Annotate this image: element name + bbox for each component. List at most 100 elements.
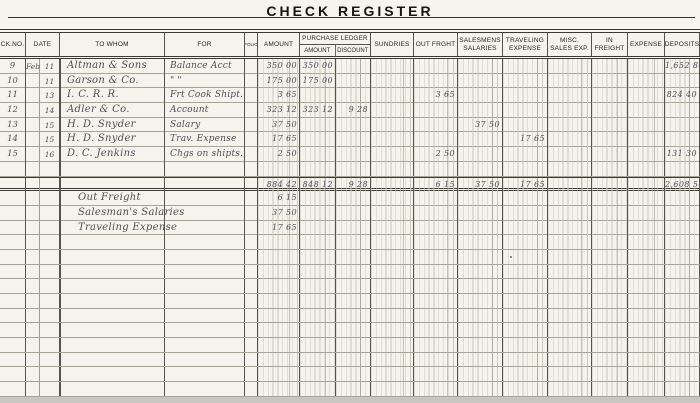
cell-ck-no (0, 249, 26, 264)
cell-amount (258, 235, 300, 249)
cell-pl-amount: 350 00 (300, 59, 336, 74)
check-register-table: CK.NO. DATE TO WHOM FOR FOLIO AMOUNT PUR… (0, 29, 700, 397)
cell-expense (628, 235, 665, 249)
cell-misc-sales-exp (548, 177, 592, 193)
cell-traveling-expense: 17 65 (503, 177, 548, 193)
cell-pl-amount: 175 00 (300, 73, 336, 89)
header-row: CK.NO. DATE TO WHOM FOR FOLIO AMOUNT PUR… (0, 33, 700, 59)
table-row: 9 Feb 11 Altman & Sons Balance Acct 350 00 350… (0, 59, 700, 74)
cell-misc-sales-exp (548, 191, 592, 206)
cell-traveling-expense (503, 249, 548, 264)
cell-pl-discount (336, 88, 371, 104)
header-folio: FOLIO (245, 33, 258, 56)
cell-sundries (371, 103, 414, 119)
cell-to-whom: Adler & Co. (60, 103, 165, 119)
cell-deposits (665, 338, 700, 352)
cell-day (40, 249, 60, 264)
cell-for (165, 220, 245, 236)
cell-for (165, 294, 245, 308)
cell-out-frght (414, 235, 458, 249)
cell-ck-no (0, 161, 26, 176)
cell-sundries (371, 88, 414, 104)
cell-pl-discount (336, 308, 371, 323)
cell-in-freight (592, 249, 628, 264)
cell-month (26, 264, 40, 279)
cell-pl-discount (336, 338, 371, 352)
cell-sundries (371, 235, 414, 249)
cell-pl-discount (336, 220, 371, 236)
cell-expense (628, 191, 665, 206)
cell-amount: 6 15 (258, 191, 300, 206)
cell-pl-discount (336, 161, 371, 176)
cell-deposits (665, 205, 700, 221)
cell-month: Feb (26, 59, 40, 74)
cell-deposits (665, 235, 700, 249)
cell-out-frght (414, 367, 458, 382)
cell-to-whom (60, 177, 165, 193)
cell-to-whom: Garson & Co. (60, 73, 165, 89)
cell-month (26, 220, 40, 236)
cell-ck-no (0, 220, 26, 236)
cell-in-freight (592, 220, 628, 236)
cell-for (165, 367, 245, 382)
masthead: CHECK REGISTER (0, 0, 700, 29)
cell-misc-sales-exp (548, 147, 592, 163)
cell-for (165, 264, 245, 279)
cell-in-freight (592, 88, 628, 104)
cell-month (26, 338, 40, 352)
cell-folio (245, 352, 258, 367)
table-row (0, 294, 700, 309)
cell-pl-amount (300, 382, 336, 396)
cell-for (165, 161, 245, 176)
cell-deposits (665, 220, 700, 236)
cell-for (165, 323, 245, 338)
cell-traveling-expense (503, 338, 548, 352)
cell-misc-sales-exp (548, 59, 592, 74)
cell-pl-discount: 9 28 (336, 177, 371, 193)
cell-deposits (665, 308, 700, 323)
cell-pl-discount (336, 132, 371, 148)
cell-month (26, 132, 40, 148)
cell-out-frght (414, 73, 458, 89)
cell-salesmens-salaries (458, 323, 503, 338)
cell-in-freight (592, 279, 628, 293)
cell-in-freight (592, 352, 628, 367)
cell-salesmens-salaries (458, 147, 503, 163)
cell-salesmens-salaries (458, 294, 503, 308)
cell-deposits: 131 30 (665, 147, 700, 163)
cell-traveling-expense (503, 117, 548, 133)
cell-pl-amount (300, 117, 336, 133)
cell-to-whom: H. D. Snyder (60, 117, 165, 133)
table-row: Out Freight 6 15 (0, 191, 700, 206)
cell-deposits (665, 103, 700, 119)
cell-out-frght (414, 103, 458, 119)
cell-amount: 17 65 (258, 220, 300, 236)
cell-pl-amount (300, 323, 336, 338)
cell-to-whom (60, 382, 165, 396)
cell-for (165, 338, 245, 352)
cell-pl-amount (300, 220, 336, 236)
table-row (0, 235, 700, 250)
cell-misc-sales-exp (548, 88, 592, 104)
cell-for: " " (165, 73, 245, 89)
cell-pl-discount (336, 59, 371, 74)
cell-sundries (371, 117, 414, 133)
header-ck-no: CK.NO. (0, 33, 26, 56)
cell-misc-sales-exp (548, 279, 592, 293)
cell-for (165, 177, 245, 193)
cell-in-freight (592, 191, 628, 206)
cell-expense (628, 88, 665, 104)
cell-expense (628, 205, 665, 221)
cell-salesmens-salaries (458, 132, 503, 148)
stray-ink-mark (510, 256, 512, 258)
cell-month (26, 161, 40, 176)
cell-misc-sales-exp (548, 73, 592, 89)
cell-traveling-expense (503, 191, 548, 206)
title-rule (8, 17, 695, 18)
cell-traveling-expense (503, 323, 548, 338)
cell-ck-no (0, 294, 26, 308)
cell-ck-no (0, 205, 26, 221)
cell-for: Frt Cook Shipt. (165, 88, 245, 104)
cell-pl-discount (336, 367, 371, 382)
cell-deposits (665, 367, 700, 382)
